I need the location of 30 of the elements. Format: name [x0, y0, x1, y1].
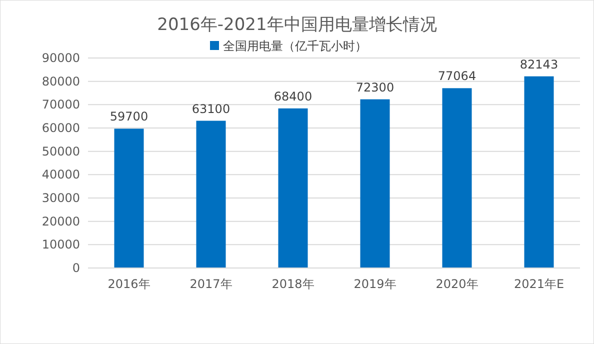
- y-tick-label: 40000: [42, 168, 80, 182]
- x-tick-label: 2016年: [108, 277, 150, 291]
- y-tick-label: 10000: [42, 238, 80, 252]
- bar: [442, 88, 472, 268]
- x-tick-label: 2017年: [190, 277, 232, 291]
- y-tick-label: 80000: [42, 74, 80, 88]
- y-tick-label: 60000: [42, 121, 80, 135]
- data-label: 82143: [520, 57, 558, 72]
- data-label: 77064: [438, 69, 476, 84]
- x-tick-label: 2018年: [272, 277, 314, 291]
- bar: [278, 108, 308, 268]
- y-tick-label: 50000: [42, 144, 80, 158]
- y-tick-label: 90000: [42, 51, 80, 65]
- x-tick-label: 2019年: [354, 277, 396, 291]
- y-tick-label: 20000: [42, 214, 80, 228]
- data-label: 72300: [356, 80, 394, 94]
- x-tick-label: 2021年E: [514, 277, 564, 291]
- bar: [114, 128, 144, 268]
- chart-title: 2016年-2021年中国用电量增长情况: [157, 15, 437, 35]
- y-tick-label: 30000: [42, 191, 80, 205]
- bar: [360, 99, 390, 268]
- data-label: 63100: [192, 102, 230, 116]
- data-label: 59700: [110, 110, 148, 124]
- y-tick-label: 70000: [42, 98, 80, 112]
- bar: [196, 120, 226, 268]
- data-label: 68400: [274, 89, 312, 104]
- y-tick-label: 0: [72, 261, 80, 275]
- bar: [524, 76, 554, 268]
- legend-label: 全国用电量（亿千瓦小时）: [223, 39, 367, 53]
- x-tick-label: 2020年: [436, 277, 478, 291]
